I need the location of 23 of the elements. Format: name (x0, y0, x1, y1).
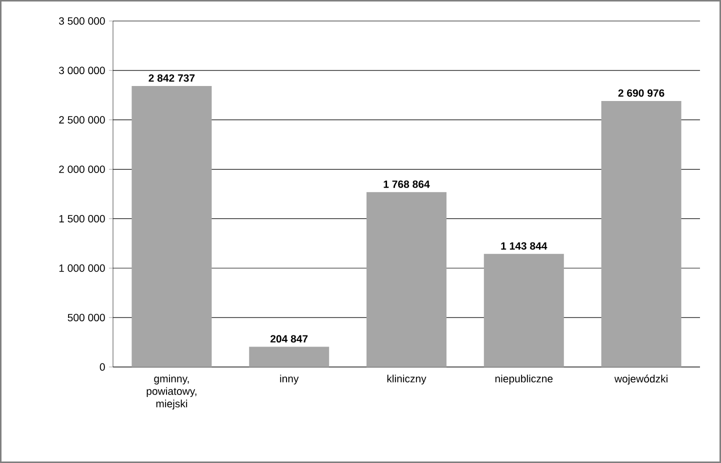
bar (132, 86, 212, 367)
data-label: 1 768 864 (384, 180, 430, 188)
data-label: 204 847 (270, 335, 308, 343)
y-tick-label: 3 000 000 (58, 66, 105, 74)
bar (249, 346, 330, 367)
bar (484, 254, 564, 367)
y-tick-label: 2 000 000 (59, 166, 105, 173)
y-tick-label: 1 000 000 (59, 264, 105, 272)
x-tick-label: kliniczny (387, 374, 426, 384)
bar (366, 192, 446, 367)
y-tick-label: 500 000 (68, 314, 105, 322)
data-label: 2 690 976 (618, 89, 664, 97)
data-label: 1 143 844 (501, 242, 548, 250)
data-label: 2 842 737 (148, 74, 195, 82)
x-tick-label: inny (280, 374, 299, 384)
x-tick-label: gminny, powiatowy, miejski (146, 374, 196, 410)
y-tick-label: 3 500 000 (58, 17, 105, 25)
y-tick-label: 1 500 000 (59, 214, 105, 222)
y-tick-label: 2 500 000 (59, 116, 105, 124)
x-tick-label: niepubliczne (495, 374, 553, 384)
x-tick-label: wojewódzki (614, 374, 668, 385)
y-tick-label: 0 (100, 363, 105, 371)
bar (601, 100, 682, 367)
